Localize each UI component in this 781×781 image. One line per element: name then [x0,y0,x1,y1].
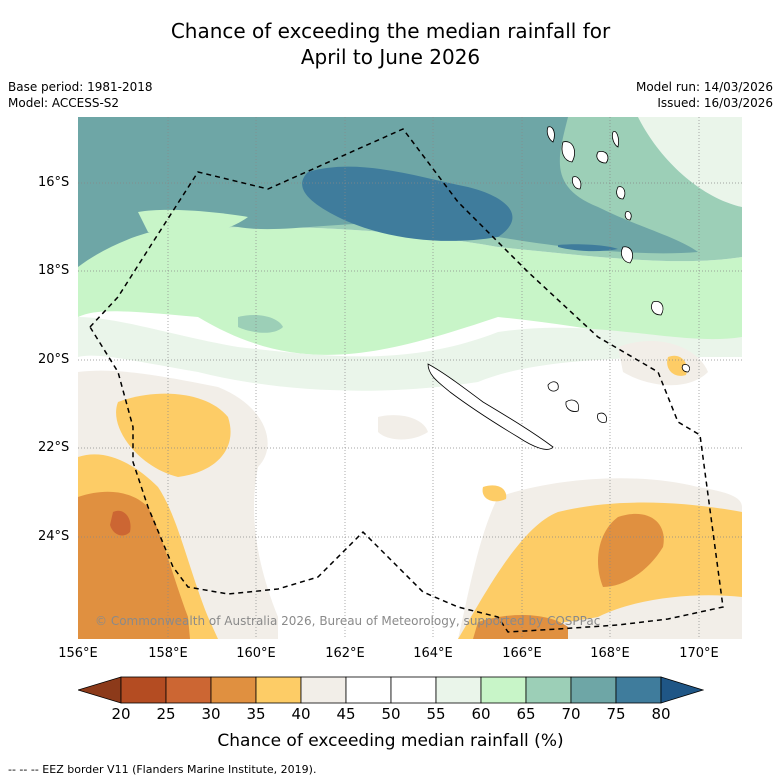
band-35-40-small-b [667,355,687,376]
colorbar-tick-45: 45 [336,705,356,723]
vanuatu-islands [546,126,691,373]
colorbar-segment-25-30 [165,676,212,704]
base-period: Base period: 1981-2018 [8,80,153,94]
lon-label-156e: 156°E [58,646,98,661]
band-40-45-mid [378,415,428,440]
loyalty-island-a [547,381,559,392]
colorbar-tick-75: 75 [606,705,626,723]
band-30-35-right [598,513,664,587]
colorbar-segment-35-40 [255,676,302,704]
band-30-35-left [78,491,190,639]
colorbar [78,676,704,704]
band-75-80-small [558,244,618,252]
title-line-1: Chance of exceeding the median rainfall … [170,19,611,43]
lat-label-18s: 18°S [38,263,70,278]
band-35-40-small-a [482,485,507,502]
lon-label-160e: 160°E [236,646,276,661]
colorbar-extend-low [78,676,122,704]
colorbar-tick-80: 80 [651,705,671,723]
graticule [78,117,742,639]
band-55-60-top-right [638,117,742,207]
colorbar-segment-55-60 [435,676,482,704]
lat-label-24s: 24°S [38,529,70,544]
colorbar-segment-75-80 [615,676,662,704]
colorbar-segment-30-35 [210,676,257,704]
issued-date: Issued: 16/03/2026 [657,96,773,110]
eez-border [89,128,724,633]
colorbar-label: Chance of exceeding median rainfall (%) [217,731,564,751]
lon-label-170e: 170°E [679,646,719,661]
colorbar-tick-55: 55 [426,705,446,723]
colorbar-extend-high [660,676,704,704]
meta-left: Base period: 1981-2018 Model: ACCESS-S2 [8,79,153,111]
colorbar-tick-20: 20 [111,705,131,723]
lon-label-162e: 162°E [325,646,365,661]
colorbar-segment-70-75 [570,676,617,704]
model-run: Model run: 14/03/2026 [635,80,773,94]
band-55-60 [78,317,742,391]
rainfall-map [78,117,742,639]
colorbar-segment-40-45 [300,676,347,704]
colorbar-segment-45-50 [345,676,392,704]
loyalty-island-b [565,399,580,412]
lon-label-164e: 164°E [413,646,453,661]
map-canvas [78,117,742,639]
copyright-notice: © Commonwealth of Australia 2026, Bureau… [95,614,601,628]
colorbar-tick-35: 35 [246,705,266,723]
band-30-35-bottom [473,615,568,639]
band-25-30-left [110,510,131,536]
colorbar-segment-20-25 [120,676,167,704]
model-name: Model: ACCESS-S2 [8,96,120,110]
lon-label-168e: 168°E [590,646,630,661]
eez-footnote: -- -- -- EEZ border V11 (Flanders Marine… [8,763,317,776]
title-line-2: April to June 2026 [300,45,481,69]
colorbar-segment-60-65 [480,676,527,704]
loyalty-island-c [597,412,607,423]
lat-label-20s: 20°S [38,352,70,367]
colorbar-tick-60: 60 [471,705,491,723]
band-75-80 [302,166,513,241]
colorbar-segment-50-55 [390,676,437,704]
colorbar-tick-65: 65 [516,705,536,723]
colorbar-tick-25: 25 [156,705,176,723]
lat-label-16s: 16°S [38,175,70,190]
new-caledonia-island [427,363,554,450]
lon-label-158e: 158°E [148,646,188,661]
meta-right: Model run: 14/03/2026 Issued: 16/03/2026 [636,79,773,111]
colorbar-tick-70: 70 [561,705,581,723]
lon-label-166e: 166°E [502,646,542,661]
colorbar-segment-65-70 [525,676,572,704]
colorbar-tick-40: 40 [291,705,311,723]
band-green-blob-2 [238,315,283,333]
colorbar-tick-50: 50 [381,705,401,723]
band-green-blob [138,209,248,237]
lat-label-22s: 22°S [38,440,70,455]
band-35-40-upper-left [116,393,231,477]
colorbar-tick-30: 30 [201,705,221,723]
map-title: Chance of exceeding the median rainfall … [0,18,781,70]
